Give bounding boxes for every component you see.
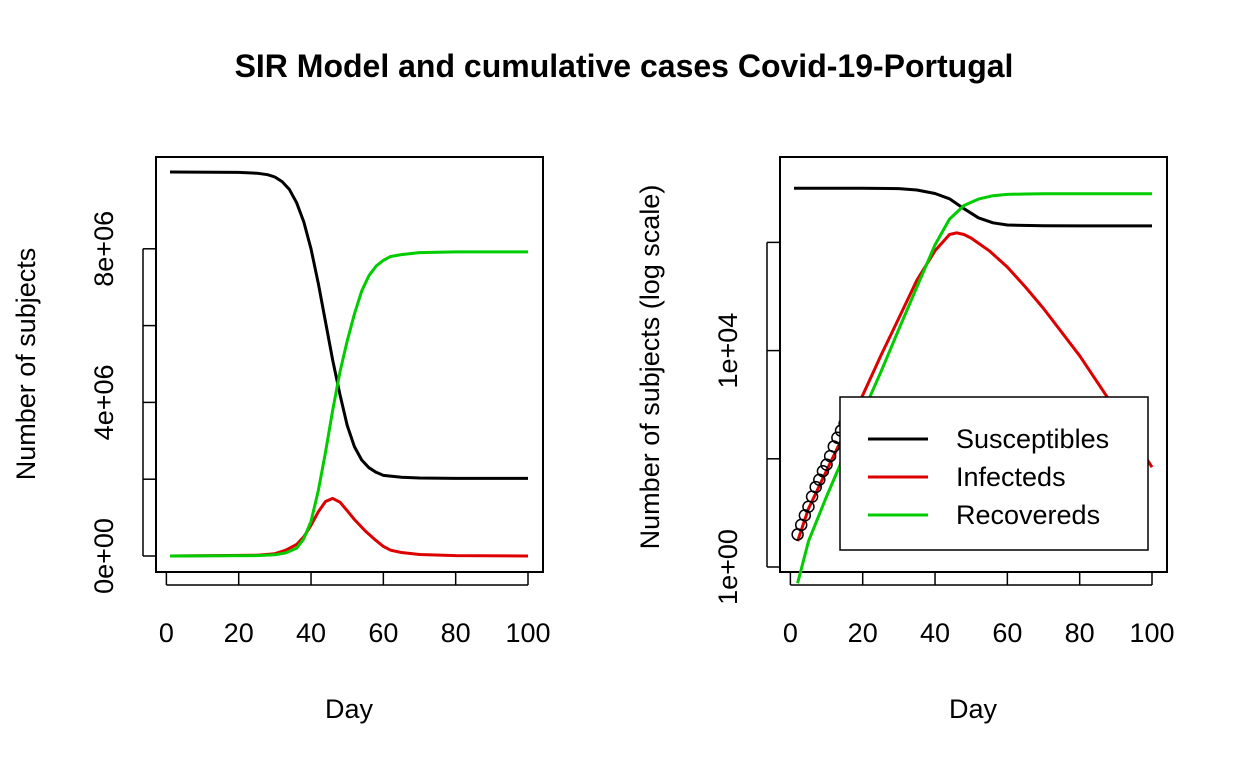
- observed-case-point: [816, 464, 830, 478]
- observed-case-point: [809, 480, 822, 494]
- y-axis-label: Number of subjects: [11, 248, 41, 481]
- observed-case-point: [813, 473, 826, 486]
- x-axis: 0 20 40 60 80 100: [783, 572, 1175, 648]
- plot-frame: [779, 156, 1168, 573]
- y-tick-label: 0e+00: [89, 518, 119, 594]
- x-tick-label: 60: [992, 618, 1022, 648]
- series-line-susceptibles: [794, 186, 1152, 228]
- x-tick-label: 0: [159, 618, 174, 648]
- x-tick-label: 20: [224, 618, 254, 648]
- y-axis: 1e+00 1e+04: [713, 241, 780, 605]
- x-axis: 0 20 40 60 80 100: [159, 572, 551, 648]
- x-axis-label: Day: [325, 694, 374, 724]
- x-tick-label: 100: [505, 618, 550, 648]
- x-tick-label: 40: [296, 618, 326, 648]
- legend-label-susceptibles: Susceptibles: [956, 424, 1109, 454]
- observed-case-point: [820, 458, 833, 471]
- series-line-recovereds: [169, 250, 528, 558]
- x-tick-label: 0: [783, 618, 798, 648]
- x-tick-label: 20: [848, 618, 878, 648]
- x-tick-label: 100: [1129, 618, 1174, 648]
- y-axis: 0e+00 4e+06 8e+06: [89, 211, 156, 594]
- x-tick-label: 40: [920, 618, 950, 648]
- legend-box: [839, 396, 1149, 551]
- chart-title: SIR Model and cumulative cases Covid-19-…: [235, 48, 1014, 84]
- y-tick-label: 8e+06: [89, 211, 119, 287]
- plot-frame: [155, 156, 544, 573]
- log-scale-panel: Day Number of subjects (log scale) 0 20 40…: [635, 156, 1175, 724]
- y-tick-label: 4e+06: [89, 364, 119, 440]
- y-axis-label: Number of subjects (log scale): [635, 185, 665, 550]
- legend-label-infecteds: Infecteds: [956, 462, 1066, 492]
- series-lines: [169, 170, 529, 558]
- linear-scale-panel: Day Number of subjects 0 20 40 60 80 100 0e+0…: [11, 156, 551, 724]
- y-tick-label: 1e+00: [713, 529, 743, 605]
- x-axis-label: Day: [949, 694, 998, 724]
- legend-label-recovereds: Recovereds: [956, 500, 1100, 530]
- series-line-susceptibles: [169, 170, 528, 480]
- x-tick-label: 80: [1065, 618, 1095, 648]
- series-line-infecteds: [169, 496, 529, 558]
- x-tick-label: 80: [441, 618, 471, 648]
- x-tick-label: 60: [368, 618, 398, 648]
- legend: Susceptibles Infecteds Recovereds: [839, 396, 1149, 551]
- y-tick-label: 1e+04: [713, 313, 743, 389]
